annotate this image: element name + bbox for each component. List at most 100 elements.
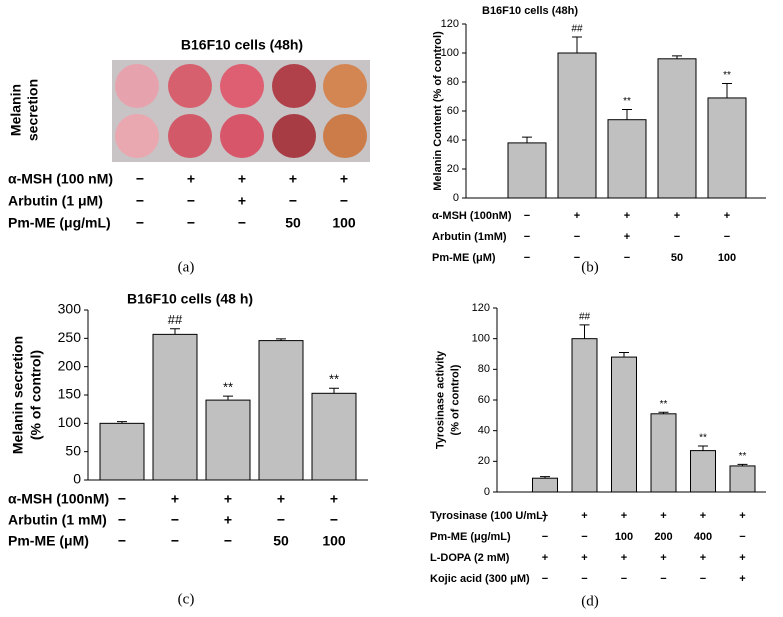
treatment-mark: 100: [615, 531, 633, 543]
treatment-label: Kojic acid (300 μM): [430, 573, 530, 585]
bar: [152, 333, 198, 481]
treatment-mark: +: [289, 171, 297, 187]
panel-label: (d): [581, 593, 599, 609]
y-tick-label: 120: [441, 18, 459, 30]
y-tick-label: 40: [447, 134, 459, 146]
y-tick-label: 0: [73, 471, 81, 487]
y-tick-label: 250: [58, 329, 82, 345]
treatment-mark: +: [581, 552, 587, 564]
treatment-mark: +: [724, 210, 730, 222]
treatment-mark: +: [574, 210, 580, 222]
treatment-mark: 100: [322, 533, 346, 549]
y-tick-label: 80: [447, 76, 459, 88]
treatment-mark: 50: [273, 533, 289, 549]
bar: [729, 465, 756, 493]
treatment-mark: −: [277, 512, 285, 528]
treatment-mark: −: [621, 573, 627, 585]
bar: [557, 52, 597, 199]
treatment-mark: −: [330, 512, 338, 528]
treatment-mark: −: [289, 193, 297, 209]
treatment-mark: +: [621, 510, 627, 522]
treatment-mark: −: [574, 252, 580, 264]
significance-label: **: [723, 70, 731, 81]
significance-label: ##: [168, 312, 183, 327]
treatment-mark: 100: [718, 252, 736, 264]
treatment-mark: +: [542, 552, 548, 564]
bar: [311, 392, 357, 481]
bar: [607, 119, 647, 199]
treatment-mark: 200: [654, 531, 672, 543]
significance-label: ##: [571, 24, 583, 35]
treatment-mark: +: [171, 491, 179, 507]
well: [220, 114, 264, 158]
treatment-label: α-MSH (100nM): [8, 491, 109, 507]
well-plate-photo: [112, 60, 370, 162]
treatment-mark: −: [700, 573, 706, 585]
treatment-label: α-MSH (100nM): [432, 210, 512, 222]
significance-label: **: [739, 451, 747, 462]
y-axis-label-line: Melanin Content (% of control): [432, 31, 444, 191]
treatment-mark: −: [136, 215, 144, 231]
significance-label: **: [660, 399, 668, 410]
y-tick-label: 50: [65, 442, 81, 458]
y-tick-label: 20: [478, 455, 490, 467]
well: [168, 114, 212, 158]
y-tick-label: 0: [453, 192, 459, 204]
treatment-label: Pm-ME (μg/mL): [8, 215, 111, 231]
y-tick-label: 100: [58, 414, 82, 430]
treatment-mark: +: [660, 510, 666, 522]
treatment-mark: −: [524, 210, 530, 222]
y-tick-label: 300: [58, 301, 82, 317]
well: [115, 114, 159, 158]
bar: [690, 450, 716, 493]
treatment-mark: −: [187, 193, 195, 209]
significance-label: **: [623, 96, 631, 107]
treatment-mark: −: [340, 193, 348, 209]
treatment-label: Pm-ME (μM): [432, 252, 496, 264]
panel-label: (c): [178, 591, 195, 607]
photo-title: B16F10 cells (48h): [181, 37, 303, 53]
y-tick-label: 60: [447, 105, 459, 117]
bar: [205, 399, 251, 481]
panel-label: (b): [581, 259, 599, 275]
error-bar: [276, 338, 286, 341]
significance-label: ##: [579, 312, 591, 323]
error-bar: [170, 328, 180, 335]
treatment-label: Tyrosinase (100 U/mL): [430, 510, 547, 522]
y-axis-label-line: (% of control): [449, 364, 461, 435]
error-bar: [117, 421, 127, 424]
y-tick-label: 60: [478, 394, 490, 406]
error-bar: [672, 55, 682, 59]
treatment-mark: +: [187, 171, 195, 187]
treatment-mark: +: [581, 510, 587, 522]
error-bar: [223, 395, 233, 401]
panel-label: (a): [178, 259, 195, 275]
treatment-mark: −: [118, 533, 126, 549]
y-tick-label: 100: [472, 333, 490, 345]
chart-title: B16F10 cells (48 h): [127, 291, 253, 307]
error-bar: [329, 387, 339, 394]
treatment-mark: −: [624, 252, 630, 264]
treatment-mark: +: [674, 210, 680, 222]
treatment-mark: +: [238, 171, 246, 187]
y-axis-label: Melanin secretion (% of control): [10, 336, 44, 454]
error-bar: [658, 411, 669, 414]
treatment-mark: −: [171, 533, 179, 549]
treatment-mark: +: [238, 193, 246, 209]
treatment-mark: −: [660, 573, 666, 585]
treatment-label: Pm-ME (μg/mL): [430, 531, 511, 543]
well: [323, 114, 367, 158]
treatment-label: Pm-ME (μM): [8, 533, 89, 549]
treatment-mark: 50: [671, 252, 683, 264]
treatment-mark: +: [700, 552, 706, 564]
treatment-mark: +: [739, 552, 745, 564]
treatment-label: Arbutin (1 μM): [8, 193, 103, 209]
bar: [657, 58, 697, 199]
treatment-mark: −: [136, 193, 144, 209]
bar: [99, 422, 145, 481]
bar: [650, 413, 677, 493]
error-bar: [540, 476, 550, 479]
error-bar: [579, 324, 590, 339]
bar: [532, 477, 558, 493]
